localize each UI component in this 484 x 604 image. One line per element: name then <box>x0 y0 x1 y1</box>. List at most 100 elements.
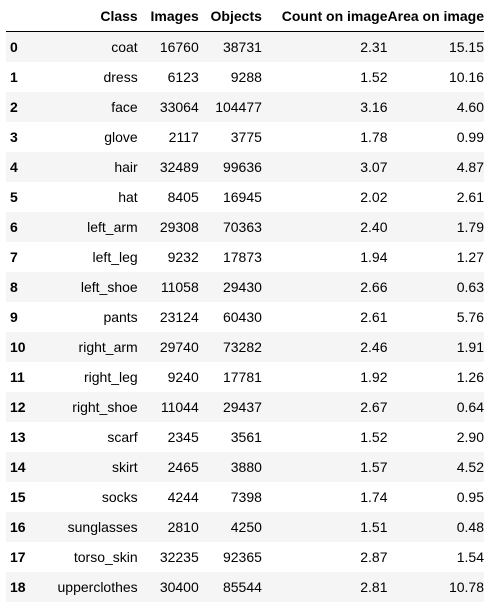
table-row: 7 left_leg 9232 17873 1.94 1.27 <box>6 242 484 272</box>
table-row: 10 right_arm 29740 73282 2.46 1.91 <box>6 332 484 362</box>
area-on-image-cell: 4.60 <box>456 99 484 115</box>
objects-cell: 17781 <box>222 369 262 385</box>
area-on-image-cell: 0.64 <box>456 399 484 415</box>
images-cell: 32235 <box>159 549 199 565</box>
objects-cell: 73282 <box>222 339 262 355</box>
images-cell: 11058 <box>160 279 199 295</box>
table-row: 8 left_shoe 11058 29430 2.66 0.63 <box>6 272 484 302</box>
objects-cell: 9288 <box>230 69 262 85</box>
area-on-image-cell: 4.87 <box>456 159 484 175</box>
table-row: 1 dress 6123 9288 1.52 10.16 <box>6 62 484 92</box>
count-on-image-cell: 2.81 <box>360 579 388 595</box>
header-objects: Objects <box>198 1 262 32</box>
images-cell: 23124 <box>159 309 199 325</box>
count-on-image-cell: 2.66 <box>360 279 388 295</box>
images-cell: 30400 <box>159 579 199 595</box>
area-on-image-cell: 1.26 <box>456 369 484 385</box>
objects-cell: 17873 <box>222 249 262 265</box>
class-cell: left_arm <box>87 219 138 235</box>
images-cell: 33064 <box>159 99 199 115</box>
count-on-image-cell: 1.94 <box>360 249 388 265</box>
row-index: 17 <box>10 549 26 565</box>
images-cell: 11044 <box>160 399 199 415</box>
table-row: 17 torso_skin 32235 92365 2.87 1.54 <box>6 542 484 572</box>
objects-cell: 16945 <box>222 189 262 205</box>
images-cell: 32489 <box>159 159 199 175</box>
class-statistics-table: Class Images Objects Count on image Area… <box>6 1 484 602</box>
count-on-image-cell: 2.61 <box>360 309 388 325</box>
objects-cell: 70363 <box>222 219 262 235</box>
area-on-image-cell: 2.61 <box>456 189 484 205</box>
table-row: 5 hat 8405 16945 2.02 2.61 <box>6 182 484 212</box>
row-index: 10 <box>10 339 26 355</box>
objects-cell: 29437 <box>222 399 262 415</box>
objects-cell: 85544 <box>222 579 262 595</box>
objects-cell: 29430 <box>222 279 262 295</box>
header-count-on-image: Count on image <box>261 1 388 32</box>
row-index: 2 <box>10 99 18 115</box>
count-on-image-cell: 1.74 <box>360 489 388 505</box>
table-row: 6 left_arm 29308 70363 2.40 1.79 <box>6 212 484 242</box>
row-index: 16 <box>10 519 26 535</box>
count-on-image-cell: 2.46 <box>360 339 388 355</box>
row-index: 0 <box>10 39 18 55</box>
count-on-image-cell: 1.51 <box>360 519 388 535</box>
area-on-image-cell: 1.91 <box>456 339 484 355</box>
count-on-image-cell: 2.02 <box>360 189 388 205</box>
area-on-image-cell: 4.52 <box>456 459 484 475</box>
objects-cell: 7398 <box>230 489 262 505</box>
area-on-image-cell: 10.16 <box>448 69 484 85</box>
objects-cell: 60430 <box>222 309 262 325</box>
area-on-image-cell: 15.15 <box>448 39 484 55</box>
count-on-image-cell: 3.07 <box>360 159 388 175</box>
header-area-on-image: Area on image <box>387 1 484 32</box>
table-row: 9 pants 23124 60430 2.61 5.76 <box>6 302 484 332</box>
header-row: Class Images Objects Count on image Area… <box>6 1 484 32</box>
area-on-image-cell: 0.63 <box>456 279 484 295</box>
class-cell: sunglasses <box>67 519 138 535</box>
class-cell: right_arm <box>78 339 138 355</box>
area-on-image-cell: 10.78 <box>448 579 484 595</box>
area-on-image-cell: 1.54 <box>456 549 484 565</box>
area-on-image-cell: 0.95 <box>456 489 484 505</box>
class-cell: coat <box>111 39 138 55</box>
row-index: 18 <box>10 579 26 595</box>
header-index <box>6 1 28 32</box>
images-cell: 2345 <box>167 429 199 445</box>
class-cell: right_leg <box>83 369 138 385</box>
table-row: 0 coat 16760 38731 2.31 15.15 <box>6 31 484 62</box>
table-body: 0 coat 16760 38731 2.31 15.15 1 dress 6123 9288 1.… <box>6 31 484 602</box>
objects-cell: 3880 <box>230 459 262 475</box>
class-cell: skirt <box>112 459 138 475</box>
images-cell: 2117 <box>168 129 199 145</box>
area-on-image-cell: 0.48 <box>456 519 484 535</box>
count-on-image-cell: 2.40 <box>360 219 388 235</box>
row-index: 15 <box>10 489 26 505</box>
table-row: 12 right_shoe 11044 29437 2.67 0.64 <box>6 392 484 422</box>
row-index: 6 <box>10 219 18 235</box>
objects-cell: 99636 <box>222 159 262 175</box>
area-on-image-cell: 1.27 <box>456 249 484 265</box>
class-cell: torso_skin <box>73 549 138 565</box>
objects-cell: 104477 <box>215 99 262 115</box>
objects-cell: 92365 <box>222 549 262 565</box>
class-cell: right_shoe <box>72 399 138 415</box>
class-cell: hair <box>114 159 138 175</box>
objects-cell: 38731 <box>222 39 262 55</box>
count-on-image-cell: 2.87 <box>360 549 388 565</box>
count-on-image-cell: 1.52 <box>360 69 388 85</box>
class-cell: left_leg <box>92 249 138 265</box>
class-cell: hat <box>118 189 138 205</box>
images-cell: 2810 <box>167 519 199 535</box>
header-class: Class <box>27 1 138 32</box>
row-index: 12 <box>10 399 26 415</box>
images-cell: 4244 <box>167 489 199 505</box>
area-on-image-cell: 0.99 <box>456 129 484 145</box>
table-row: 2 face 33064 104477 3.16 4.60 <box>6 92 484 122</box>
table-header: Class Images Objects Count on image Area… <box>6 1 484 32</box>
images-cell: 8405 <box>167 189 199 205</box>
row-index: 14 <box>10 459 26 475</box>
class-cell: glove <box>104 129 138 145</box>
table-row: 18 upperclothes 30400 85544 2.81 10.78 <box>6 572 484 602</box>
row-index: 5 <box>10 189 18 205</box>
